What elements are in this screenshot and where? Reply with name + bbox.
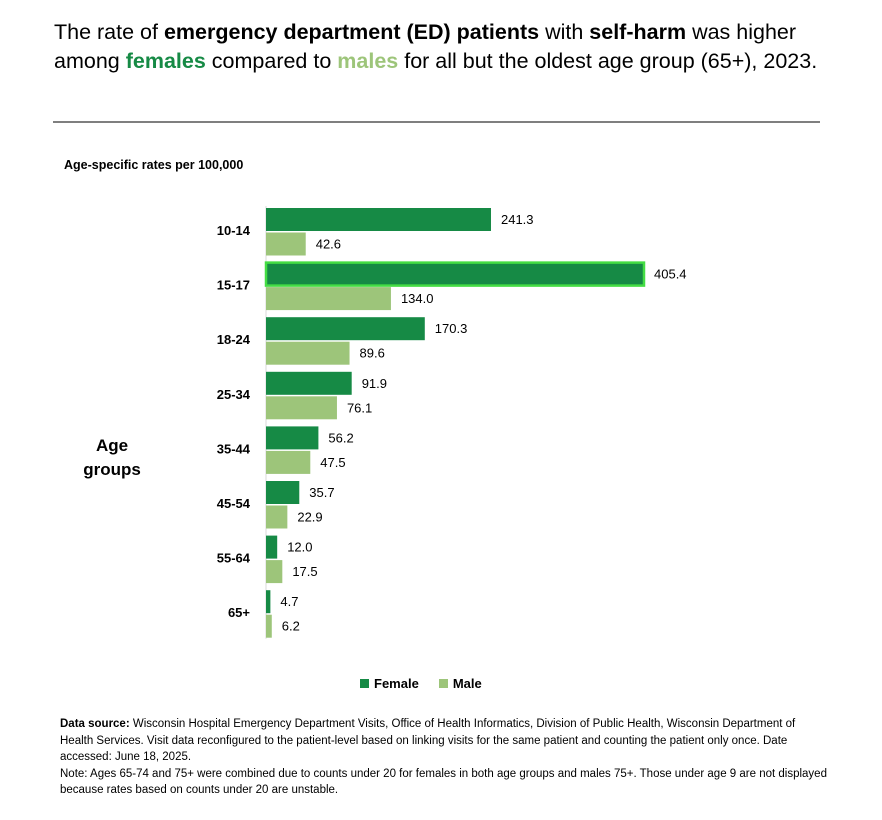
data-label-female-65+: 4.7: [280, 594, 298, 609]
data-label-male-55-64: 17.5: [292, 564, 317, 579]
title-males-word: males: [337, 49, 399, 73]
data-label-female-15-17: 405.4: [654, 267, 687, 282]
data-label-male-35-44: 47.5: [320, 455, 345, 470]
legend-item-female: Female: [360, 676, 419, 691]
data-label-male-18-24: 89.6: [360, 346, 385, 361]
data-label-male-45-54: 22.9: [297, 510, 322, 525]
bar-female-25-34: [266, 371, 352, 395]
data-label-male-15-17: 134.0: [401, 291, 434, 306]
data-label-male-25-34: 76.1: [347, 400, 372, 415]
bar-male-55-64: [266, 560, 283, 584]
title-divider: [53, 121, 820, 123]
bar-male-25-34: [266, 396, 337, 420]
data-label-male-10-14: 42.6: [316, 237, 341, 252]
bar-chart: 10-14 241.3 42.6 15-17 405.4 134.0 18-24 170.3 8…: [217, 206, 687, 639]
data-label-male-65+: 6.2: [282, 619, 300, 634]
chart-subtitle: Age-specific rates per 100,000: [64, 158, 244, 172]
category-label-18-24: 18-24: [217, 332, 251, 347]
y-axis-label: Age groups: [83, 436, 141, 479]
category-label-10-14: 10-14: [217, 223, 251, 238]
category-label-25-34: 25-34: [217, 387, 251, 402]
category-label-45-54: 45-54: [217, 496, 251, 511]
data-label-female-10-14: 241.3: [501, 212, 534, 227]
data-label-female-55-64: 12.0: [287, 540, 312, 555]
bar-female-18-24: [266, 317, 425, 341]
footnote: Data source: Wisconsin Hospital Emergenc…: [60, 716, 830, 799]
bar-female-65+: [266, 590, 271, 614]
category-label-15-17: 15-17: [217, 278, 250, 293]
bar-female-45-54: [266, 481, 300, 504]
data-label-female-45-54: 35.7: [309, 485, 334, 500]
bar-male-35-44: [266, 450, 311, 474]
bar-male-65+: [266, 614, 272, 638]
bar-female-55-64: [266, 535, 278, 559]
legend-swatch-female: [360, 679, 369, 688]
data-label-female-18-24: 170.3: [435, 321, 468, 336]
bar-male-15-17: [266, 287, 391, 311]
chart-title: The rate of emergency department (ED) pa…: [54, 20, 818, 73]
data-source-note: Data source: Wisconsin Hospital Emergenc…: [60, 718, 796, 763]
bar-female-35-44: [266, 426, 319, 450]
legend-item-male: Male: [438, 676, 482, 691]
bar-male-18-24: [266, 341, 350, 365]
data-label-female-35-44: 56.2: [328, 430, 353, 445]
legend: Female Male: [360, 676, 482, 691]
legend-swatch-male: [438, 679, 448, 688]
bar-female-15-17: [264, 261, 646, 287]
bar-male-10-14: [266, 232, 306, 256]
bar-male-45-54: [266, 505, 288, 529]
age-note: Note: Ages 65-74 and 75+ were combined d…: [60, 767, 827, 797]
category-label-55-64: 55-64: [217, 551, 251, 566]
category-label-65+: 65+: [228, 605, 250, 620]
bar-female-10-14: [266, 208, 491, 231]
data-label-female-25-34: 91.9: [362, 376, 387, 391]
category-label-35-44: 35-44: [217, 441, 251, 456]
title-females-word: females: [125, 49, 206, 73]
